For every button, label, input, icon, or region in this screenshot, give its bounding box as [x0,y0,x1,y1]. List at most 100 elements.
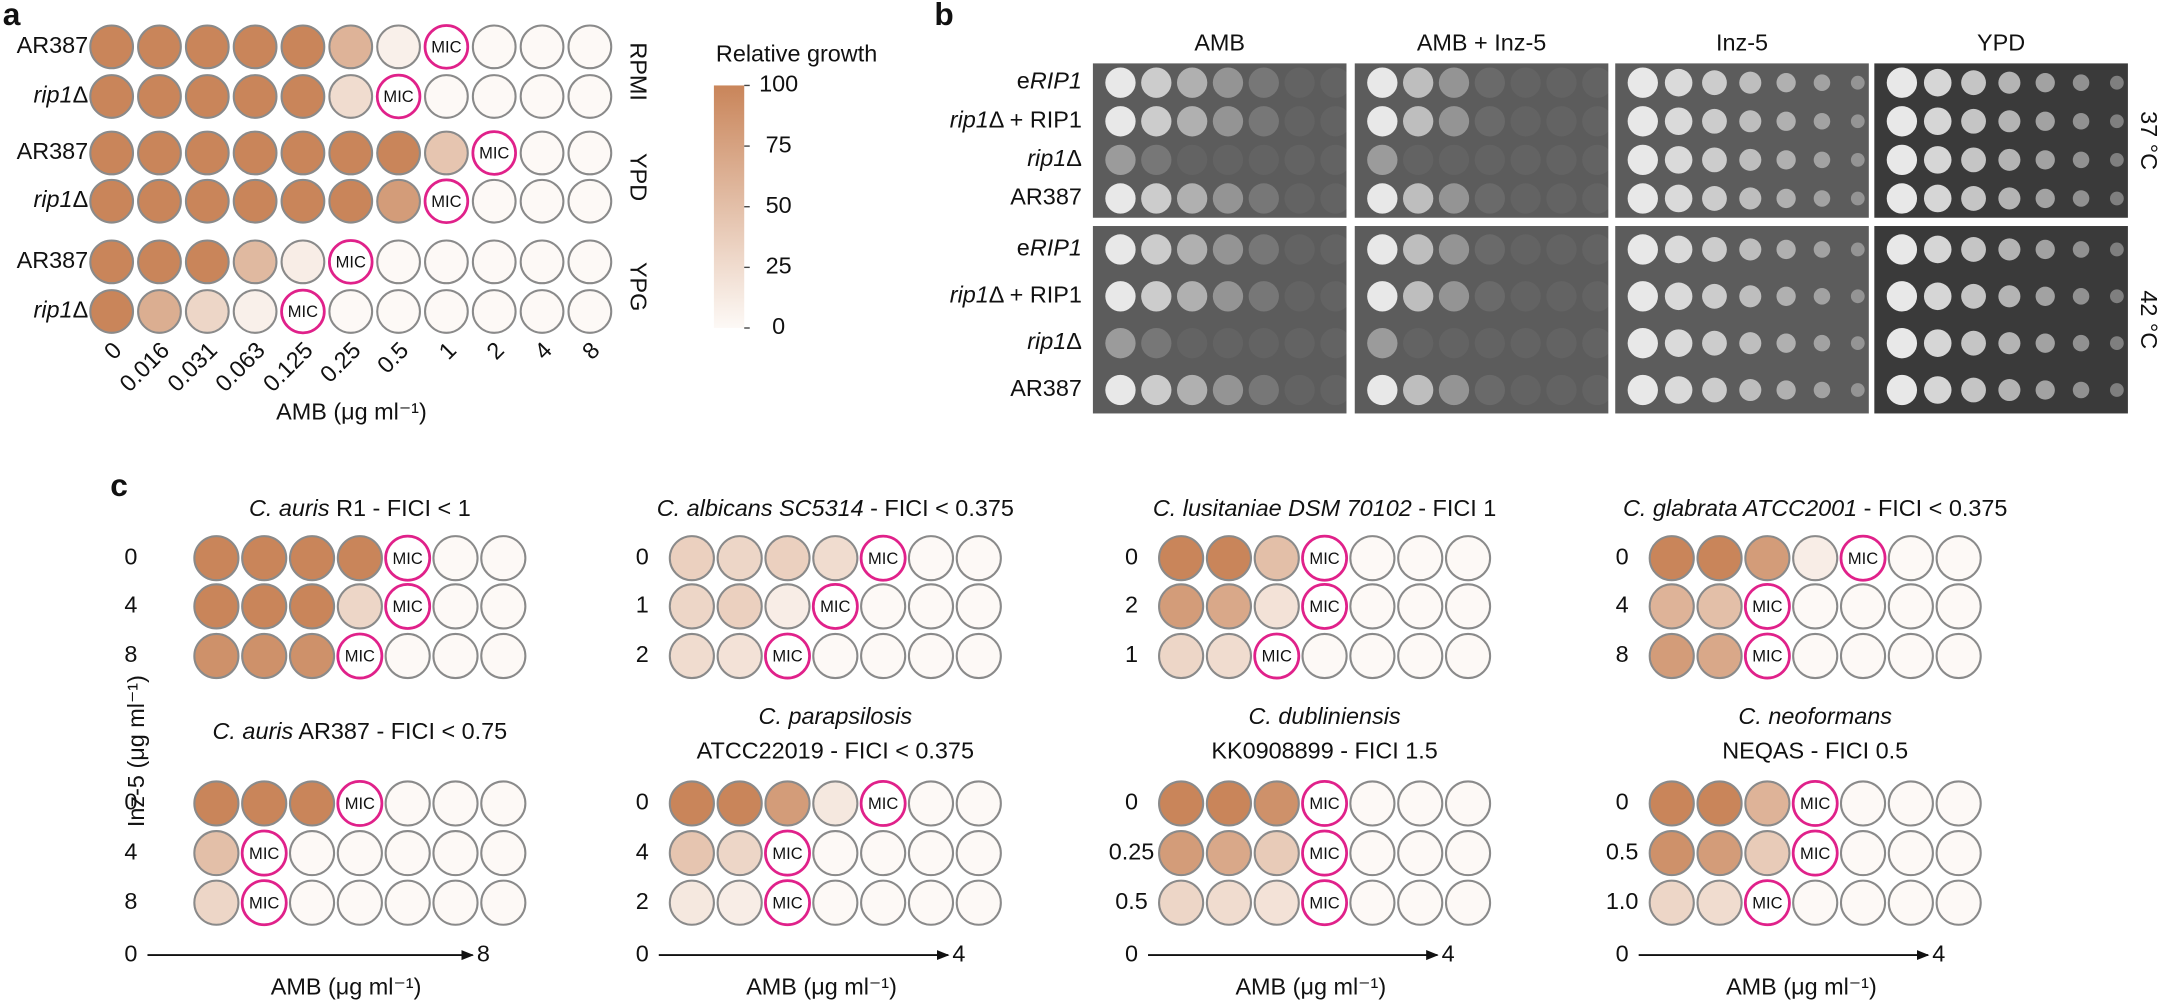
well [1935,632,1982,680]
well [1301,879,1349,927]
well [907,535,955,582]
well [859,534,907,582]
row-label: 4 [636,838,649,864]
well [764,780,811,827]
well [764,632,811,680]
well [1444,632,1492,680]
colony-spot [1141,144,1172,176]
well [812,632,859,680]
mic-label: MIC [868,549,898,568]
well [480,780,527,827]
mic-label: MIC [383,87,413,106]
text-part: AR387 [1010,375,1082,401]
colony-spot [1961,237,1986,262]
y-axis-label: Inz-5 (μg ml⁻¹) [123,675,149,827]
colony-spot [1998,285,2021,308]
colony-spot [1850,242,1865,257]
colony-spot [1212,234,1244,265]
colony-spot [1248,106,1279,137]
grid-title: C. lusitaniae DSM 70102 - FICI 1 [1153,495,1496,521]
well [955,780,1002,827]
well [860,632,907,680]
well [376,130,421,176]
well [424,289,469,334]
colony-spot [1886,144,1918,176]
well [860,830,907,877]
well [1935,583,1982,630]
x-tick-label: 0.125 [258,337,318,397]
panel-letter: a [3,0,21,32]
mic-label: MIC [249,844,279,863]
grid-title: C. auris R1 - FICI < 1 [249,495,471,521]
colony-spot [1582,234,1613,265]
well [328,239,374,285]
text-part: rip1 [34,186,73,212]
well [1397,830,1444,877]
text-part: rip1 [34,297,73,323]
well [184,24,230,70]
colony-spot [2109,289,2124,304]
colony-spot [1702,330,1727,356]
well [184,178,230,224]
well [480,535,527,582]
well [1792,632,1839,680]
colony-spot [1739,238,1762,261]
row-label: 1.0 [1606,888,1639,914]
plate [1615,226,1869,414]
row-label: 0 [1616,789,1629,815]
well [1935,535,1982,582]
text-part: e [1017,68,1030,94]
well [1444,583,1492,630]
plate [1092,226,1347,414]
well [907,583,955,630]
well [432,632,479,680]
colorbar [713,85,745,329]
grid-title: NEQAS - FICI 0.5 [1722,738,1908,764]
colony-spot [1582,328,1613,359]
column-header: AMB [1194,29,1245,55]
colony-spot [1961,186,1986,211]
well [232,239,278,285]
colony-spot [1776,333,1796,353]
well [1696,535,1743,582]
well [1349,879,1396,926]
well [860,879,907,926]
colony-spot [1212,281,1244,312]
colony-spot [1664,107,1693,136]
well [336,830,383,877]
row-label: 1 [636,592,649,618]
colony-spot [1886,234,1918,265]
colony-spot [1664,235,1693,264]
well [89,74,135,119]
well [1648,780,1695,827]
row-label: rip1Δ [34,297,89,323]
well [955,583,1002,630]
well [1696,583,1743,630]
colony-spot [1402,67,1434,98]
well [1253,780,1300,827]
row-label: AR387 [17,138,89,164]
well [241,632,288,680]
mic-label: MIC [1800,794,1830,813]
mic-label: MIC [1800,844,1830,863]
row-label: 0.5 [1115,888,1148,914]
well [240,879,288,927]
colony-spot [1284,234,1315,265]
well [1349,780,1396,827]
colony-spot [1438,183,1470,214]
well [336,535,383,582]
strain-label: AR387 [1010,375,1082,401]
colony-spot [1105,234,1136,265]
well [424,130,469,176]
colony-spot [1886,328,1918,359]
colony-spot [1510,144,1541,176]
colony-spot [1176,183,1208,214]
colony-spot [2072,241,2090,258]
well [1158,535,1205,582]
colony-spot [1850,289,1865,304]
well [137,130,182,176]
row-label: 0 [1125,789,1138,815]
x-axis-label: AMB (μg ml⁻¹) [276,399,427,425]
well [764,583,811,630]
